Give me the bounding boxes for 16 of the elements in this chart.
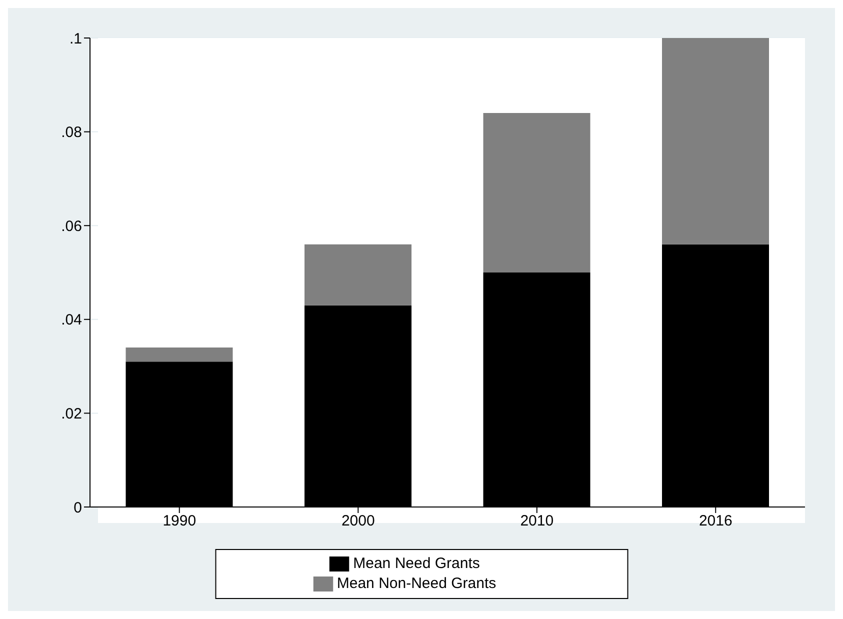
bar	[304, 244, 412, 306]
x-tick-label: 2016	[698, 512, 732, 530]
y-tick-label: .04	[61, 312, 82, 329]
x-tick-label: 2000	[341, 512, 375, 530]
x-tick-label: 1990	[162, 512, 196, 530]
legend-label: Mean Need Grants	[353, 554, 480, 572]
y-tick-label: .06	[61, 218, 82, 235]
y-tick-label: 0	[74, 499, 82, 516]
bar	[126, 348, 233, 362]
bar	[662, 38, 769, 244]
bar	[483, 113, 590, 272]
y-tick-label: .1	[69, 30, 82, 48]
legend-label: Mean Non-Need Grants	[336, 574, 496, 592]
x-tick-label: 2010	[520, 512, 554, 530]
y-tick-label: .02	[61, 406, 82, 423]
y-tick-label: .08	[61, 124, 82, 142]
